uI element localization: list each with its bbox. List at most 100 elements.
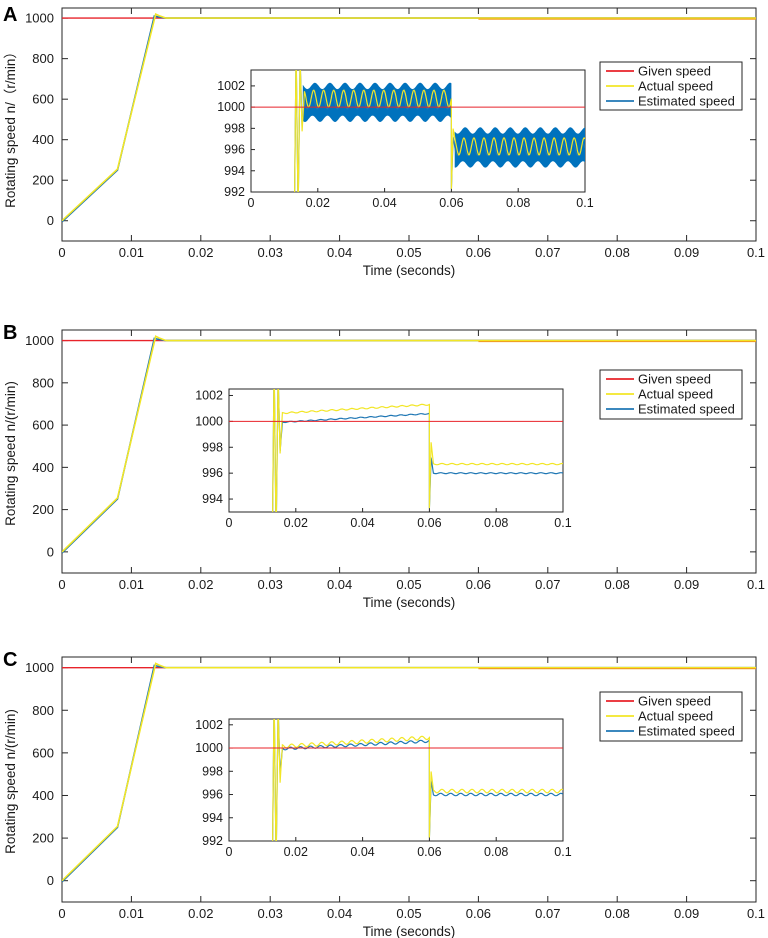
inset-y-tick-label: 992 [202, 834, 223, 848]
x-tick-label: 0.09 [674, 245, 699, 260]
inset-x-tick-label: 0 [226, 845, 233, 859]
inset-y-tick-label: 1000 [195, 414, 223, 428]
x-tick-label: 0.01 [119, 245, 144, 260]
x-tick-label: 0.05 [396, 577, 421, 592]
inset-y-tick-label: 994 [202, 811, 223, 825]
x-tick-label: 0.03 [258, 577, 283, 592]
actual-speed-line [62, 12, 756, 222]
y-tick-label: 800 [32, 703, 54, 718]
inset-x-tick-label: 0.06 [439, 196, 463, 210]
inset-y-tick-label: 1002 [195, 718, 223, 732]
inset-x-tick-label: 0.02 [284, 516, 308, 530]
y-tick-label: 800 [32, 375, 54, 390]
inset-y-tick-label: 992 [224, 185, 245, 199]
inset-x-tick-label: 0.1 [576, 196, 593, 210]
series-group [62, 662, 756, 883]
x-tick-label: 0.08 [605, 906, 630, 921]
y-tick-label: 600 [32, 418, 54, 433]
y-tick-label: 1000 [25, 11, 54, 26]
inset-plot-area [228, 388, 564, 513]
x-tick-label: 0.01 [119, 906, 144, 921]
x-tick-label: 0.06 [466, 245, 491, 260]
legend-label-given-speed: Given speed [638, 64, 711, 79]
inset-x-tick-label: 0.08 [484, 845, 508, 859]
panels: A 0 0.01 0.02 0.03 0.04 0.05 0.06 0.07 0.08 0.09 0.… [3, 4, 765, 938]
inset-x-tick-label: 0.04 [372, 196, 396, 210]
y-tick-label: 400 [32, 788, 54, 803]
inset-y-tick-label: 1000 [217, 100, 245, 114]
x-tick-label: 0.02 [188, 245, 213, 260]
x-tick-label: 0.05 [396, 906, 421, 921]
y-tick-label: 0 [47, 873, 54, 888]
x-tick-label: 0 [58, 245, 65, 260]
inset-series [229, 719, 563, 841]
inset-x-tick-label: 0.1 [554, 845, 571, 859]
inset-y-tick-label: 1002 [217, 79, 245, 93]
x-tick-label: 0.02 [188, 906, 213, 921]
estimated-speed-band-after-step [454, 127, 585, 168]
panel-letter: C [3, 649, 17, 671]
x-tick-label: 0 [58, 577, 65, 592]
x-tick-label: 0.07 [535, 906, 560, 921]
y-tick-label: 1000 [25, 333, 54, 348]
legend-label-given-speed: Given speed [638, 694, 711, 709]
inset-x-tick-label: 0 [248, 196, 255, 210]
x-tick-label: 0.1 [747, 906, 765, 921]
x-tick-label: 0.07 [535, 577, 560, 592]
x-tick-label: 0.03 [258, 245, 283, 260]
x-tick-label: 0.04 [327, 577, 352, 592]
inset-x-tick-label: 0.04 [350, 845, 374, 859]
inset-x-tick-label: 0.02 [284, 845, 308, 859]
inset-y-tick-label: 996 [202, 788, 223, 802]
x-tick-label: 0.06 [466, 906, 491, 921]
y-tick-label: 600 [32, 92, 54, 107]
x-tick-label: 0.06 [466, 577, 491, 592]
inset-chart: 0 0.02 0.04 0.06 0.08 0.1 992 994 996 998 1000 1002 [195, 718, 572, 859]
inset-actual-speed-line [272, 719, 563, 841]
y-tick-label: 1000 [25, 660, 54, 675]
legend-label-given-speed: Given speed [638, 372, 711, 387]
legend-label-actual-speed: Actual speed [638, 79, 713, 94]
y-tick-label: 400 [32, 132, 54, 147]
inset-x-tick-label: 0 [226, 516, 233, 530]
x-tick-label: 0.08 [605, 577, 630, 592]
x-tick-label: 0.1 [747, 245, 765, 260]
inset-x-tick-label: 0.04 [350, 516, 374, 530]
x-tick-label: 0.03 [258, 906, 283, 921]
inset-plot-area [228, 718, 564, 842]
legend-label-estimated-speed: Estimated speed [638, 402, 735, 417]
x-tick-label: 0.01 [119, 577, 144, 592]
inset-y-tick-label: 996 [224, 143, 245, 157]
x-tick-label: 0.09 [674, 906, 699, 921]
inset-x-tick-label: 0.06 [417, 516, 441, 530]
x-tick-label: 0.1 [747, 577, 765, 592]
x-tick-label: 0.08 [605, 245, 630, 260]
inset-x-tick-label: 0.02 [306, 196, 330, 210]
y-tick-label: 400 [32, 460, 54, 475]
y-axis-label: Rotating speed n/(r/min) [3, 381, 18, 526]
inset-x-tick-label: 0.08 [484, 516, 508, 530]
x-axis-label: Time (seconds) [363, 595, 456, 610]
y-axis-label: Rotating speed n/（r/min） [3, 45, 18, 208]
inset-x-tick-label: 0.06 [417, 845, 441, 859]
legend-label-estimated-speed: Estimated speed [638, 724, 735, 739]
legend-label-actual-speed: Actual speed [638, 387, 713, 402]
x-tick-label: 0.02 [188, 577, 213, 592]
inset-y-tick-label: 998 [224, 121, 245, 135]
inset-chart: 0 0.02 0.04 0.06 0.08 0.1 992 994 996 998 1000 1002 [217, 69, 594, 210]
y-axis-label: Rotating speed n/(r/min) [3, 709, 18, 854]
x-tick-label: 0.07 [535, 245, 560, 260]
panel-c: C 0 0.01 0.02 0.03 0.04 0.05 0.06 0.07 0.08 0.09 0.… [3, 649, 765, 938]
x-axis-label: Time (seconds) [363, 924, 456, 938]
inset-x-tick-label: 0.1 [554, 516, 571, 530]
panel-letter: B [3, 322, 17, 344]
y-tick-label: 0 [47, 544, 54, 559]
inset-series [229, 389, 563, 512]
y-tick-label: 200 [32, 831, 54, 846]
inset-chart: 0 0.02 0.04 0.06 0.08 0.1 994 996 998 1000 1002 [195, 388, 572, 530]
x-tick-label: 0.04 [327, 245, 352, 260]
